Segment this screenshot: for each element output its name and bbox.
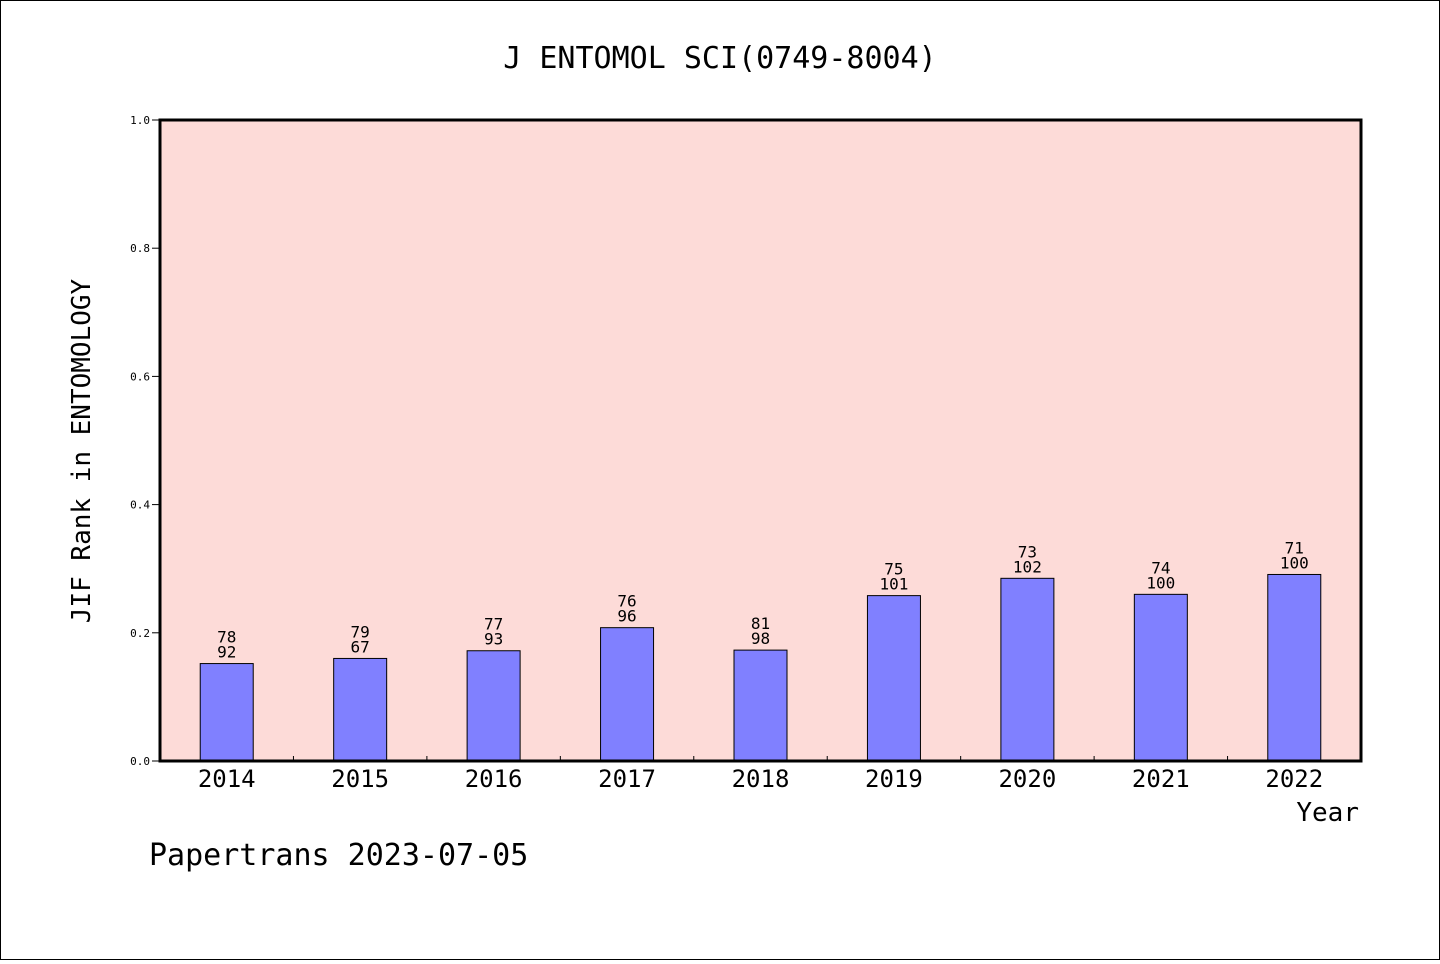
bar-2014 [199,663,254,762]
bar-2015 [333,657,388,762]
x-tick-label: 2016 [465,765,523,793]
bar-2017 [600,627,655,762]
rank-label: 78 [217,628,236,647]
bar-2018 [733,649,788,762]
rank-label: 71 [1285,538,1304,557]
y-tick-label: 1.0 [130,114,150,127]
x-tick-label: 2015 [331,765,389,793]
y-tick-label: 0.0 [130,755,150,768]
bar-2019 [866,595,921,762]
x-tick-label: 2018 [732,765,790,793]
total-label: 100 [1280,553,1309,572]
rank-label: 76 [617,592,636,611]
total-label: 100 [1146,573,1175,592]
x-tick-label: 2017 [598,765,656,793]
plot-frame [158,118,1363,763]
rank-label: 79 [351,622,370,641]
x-axis: 2014 2015 2016 2017 2018 2019 2020 2021 2022 [198,756,1323,793]
rank-label: 75 [884,560,903,579]
bar-2020 [1000,577,1055,762]
x-tick-label: 2019 [865,765,923,793]
rank-label: 73 [1018,542,1037,561]
total-label: 101 [879,575,908,594]
chart-title: J ENTOMOL SCI(0749-8004) [503,41,936,76]
total-label: 98 [751,629,770,648]
rank-label: 74 [1151,558,1170,577]
total-label: 67 [351,637,370,656]
bar-2021 [1133,593,1188,762]
y-tick-label: 0.8 [130,242,150,255]
y-axis-label: JIF Rank in ENTOMOLOGY [67,278,97,623]
total-label: 92 [217,643,236,662]
x-tick-label: 2020 [998,765,1056,793]
y-axis: 0.0 0.2 0.4 0.6 0.8 1.0 [130,114,160,768]
total-label: 102 [1013,557,1042,576]
y-tick-label: 0.4 [130,499,150,512]
x-tick-label: 2021 [1132,765,1190,793]
rank-label: 77 [484,615,503,634]
bar-2022 [1267,573,1322,762]
x-tick-label: 2022 [1265,765,1323,793]
rank-label: 81 [751,614,770,633]
total-label: 93 [484,630,503,649]
footer-text: Papertrans 2023-07-05 [149,838,528,873]
y-tick-label: 0.2 [130,627,150,640]
x-axis-label: Year [1296,798,1359,828]
y-tick-label: 0.6 [130,370,150,383]
bar-2016 [466,650,521,762]
bars-layer [199,573,1322,762]
total-label: 96 [617,607,636,626]
x-tick-label: 2014 [198,765,256,793]
